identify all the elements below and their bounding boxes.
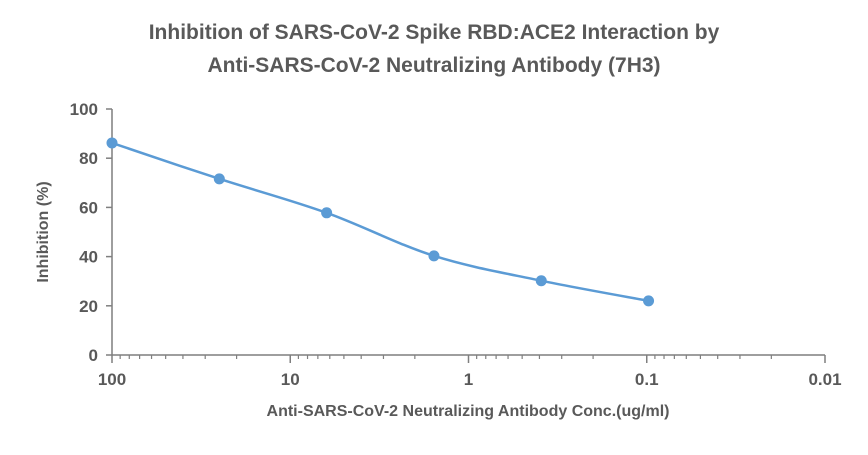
y-tick-label: 80 bbox=[79, 149, 98, 168]
x-tick-label: 0.1 bbox=[635, 370, 659, 389]
data-point bbox=[106, 137, 118, 149]
x-tick-label: 0.01 bbox=[808, 370, 841, 389]
x-tick-label: 10 bbox=[281, 370, 300, 389]
y-tick-label: 0 bbox=[89, 346, 98, 365]
data-point bbox=[213, 173, 225, 185]
y-tick-label: 100 bbox=[70, 100, 98, 119]
y-tick-label: 40 bbox=[79, 248, 98, 267]
chart-title-line-1: Inhibition of SARS-CoV-2 Spike RBD:ACE2 … bbox=[149, 21, 720, 44]
x-tick-label: 100 bbox=[98, 370, 126, 389]
y-axis-label: Inhibition (%) bbox=[35, 181, 52, 282]
data-point bbox=[321, 207, 333, 219]
y-tick-label: 60 bbox=[79, 198, 98, 217]
chart-title-line-2: Anti-SARS-CoV-2 Neutralizing Antibody (7… bbox=[207, 54, 660, 77]
series-line bbox=[111, 141, 649, 303]
y-tick-label: 20 bbox=[79, 297, 98, 316]
x-tick-label: 1 bbox=[464, 370, 473, 389]
data-point bbox=[428, 250, 440, 262]
data-point bbox=[535, 275, 547, 287]
data-point bbox=[643, 295, 655, 307]
x-axis-label: Anti-SARS-CoV-2 Neutralizing Antibody Co… bbox=[267, 403, 670, 420]
